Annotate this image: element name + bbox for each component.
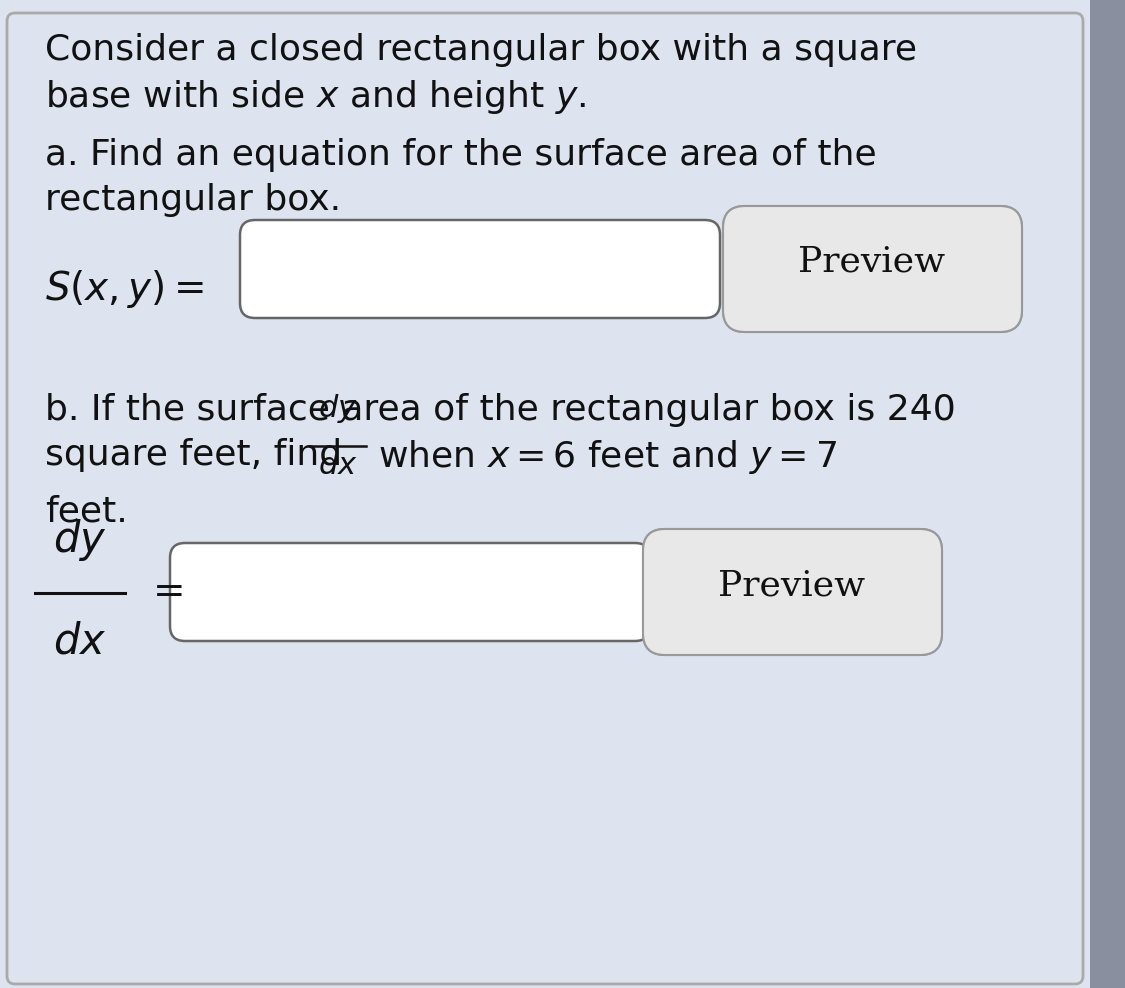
Text: $dx$: $dx$ (53, 620, 107, 662)
Text: rectangular box.: rectangular box. (45, 183, 341, 217)
Text: when $x = 6$ feet and $y = 7$: when $x = 6$ feet and $y = 7$ (378, 438, 837, 476)
Text: feet.: feet. (45, 495, 128, 529)
FancyBboxPatch shape (723, 206, 1022, 332)
Text: $dy$: $dy$ (318, 392, 358, 425)
Text: Consider a closed rectangular box with a square: Consider a closed rectangular box with a… (45, 33, 917, 67)
Text: square feet, find: square feet, find (45, 438, 342, 472)
Text: b. If the surface area of the rectangular box is 240: b. If the surface area of the rectangula… (45, 393, 956, 427)
FancyBboxPatch shape (644, 529, 942, 655)
Text: base with side $x$ and height $y$.: base with side $x$ and height $y$. (45, 78, 586, 116)
FancyBboxPatch shape (7, 13, 1083, 984)
Text: Preview: Preview (719, 568, 865, 602)
FancyBboxPatch shape (240, 220, 720, 318)
Text: $dy$: $dy$ (53, 517, 107, 563)
FancyBboxPatch shape (723, 206, 1022, 332)
Text: $=$: $=$ (145, 571, 183, 609)
Text: Preview: Preview (799, 245, 946, 279)
FancyBboxPatch shape (170, 543, 650, 641)
Text: $\mathit{S}(x, y) =$: $\mathit{S}(x, y) =$ (45, 268, 204, 310)
Bar (1090, 0, 1125, 988)
FancyBboxPatch shape (644, 529, 942, 655)
Text: $dx$: $dx$ (318, 450, 358, 481)
Text: a. Find an equation for the surface area of the: a. Find an equation for the surface area… (45, 138, 876, 172)
